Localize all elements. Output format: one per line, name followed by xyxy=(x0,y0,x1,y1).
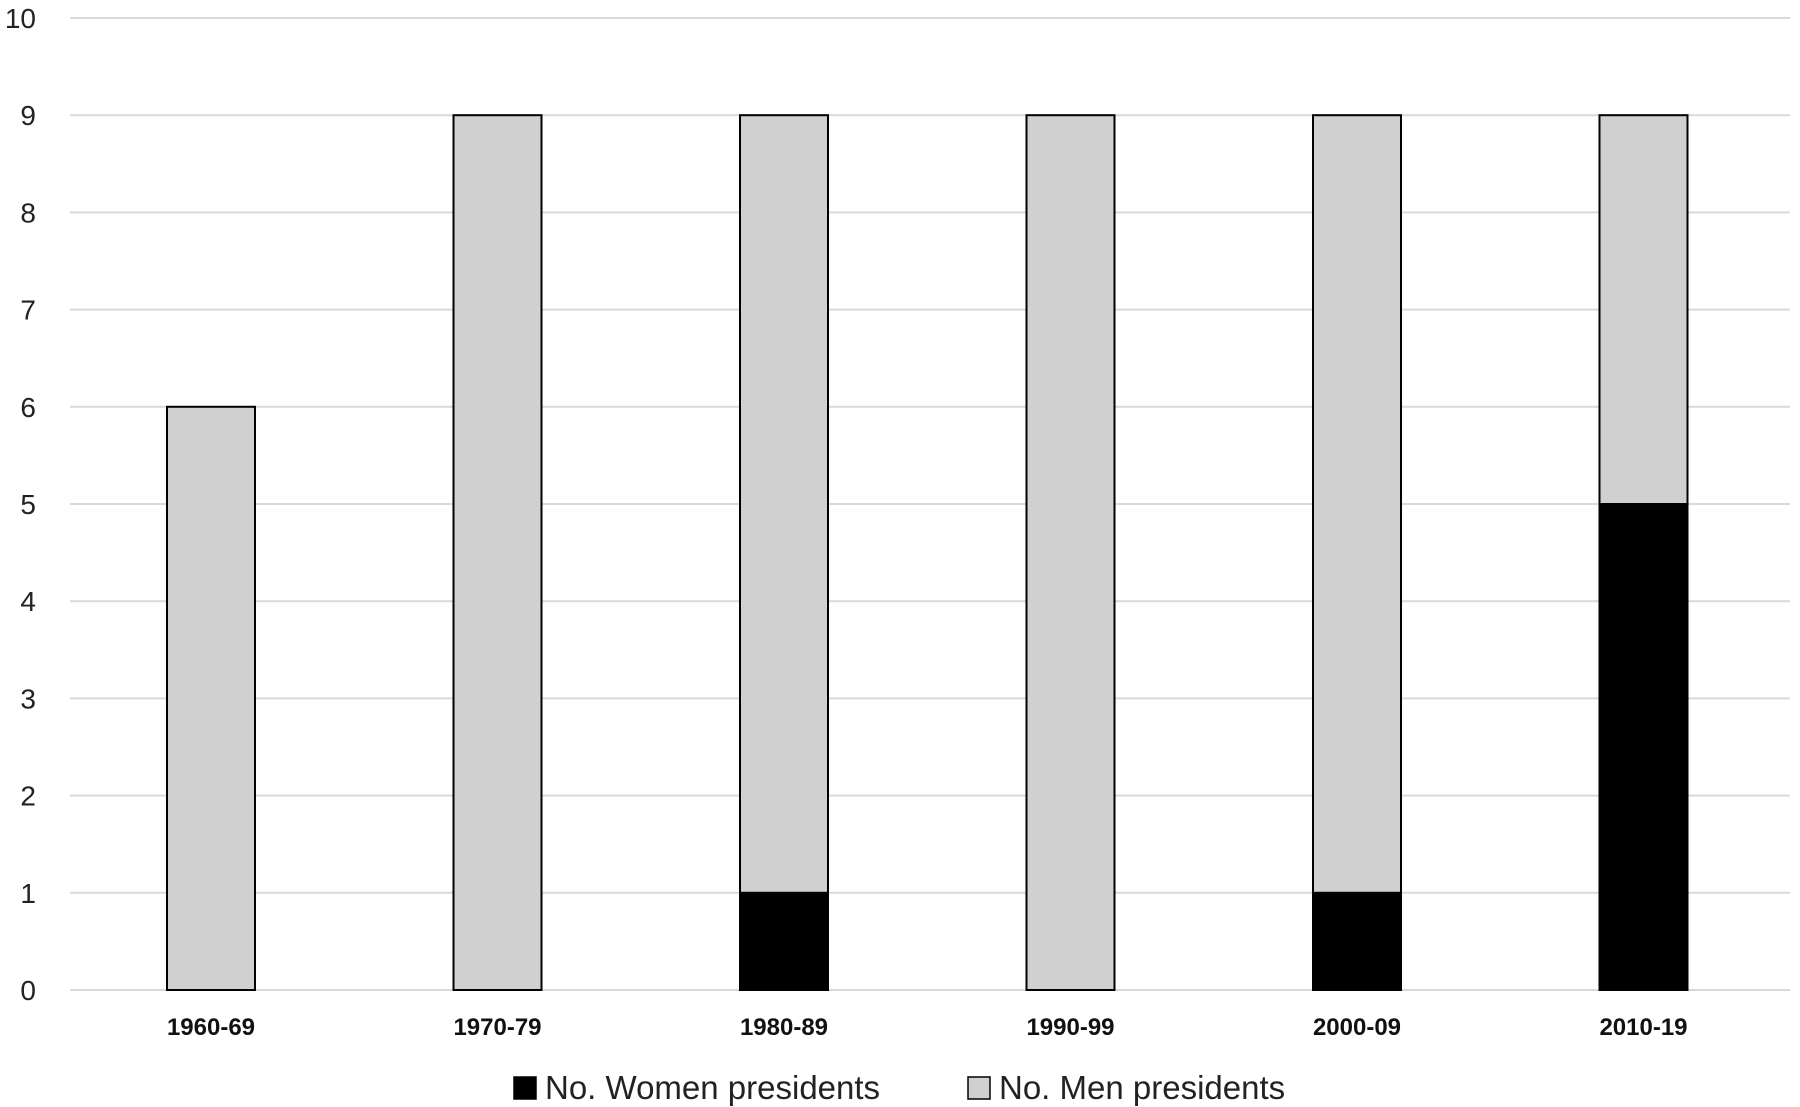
x-tick-label: 2010-19 xyxy=(1599,1014,1687,1041)
bar-men-1980-89 xyxy=(739,114,829,894)
bars xyxy=(166,114,1689,991)
y-tick-label: 4 xyxy=(20,586,36,617)
y-tick-label: 2 xyxy=(20,781,36,812)
y-axis-tick-labels: 0 1 2 3 4 5 6 7 8 9 10 xyxy=(5,3,36,1006)
x-tick-label: 1960-69 xyxy=(167,1014,255,1041)
y-tick-label: 1 xyxy=(20,878,36,909)
x-tick-label: 1980-89 xyxy=(740,1014,828,1041)
y-tick-label: 7 xyxy=(20,295,36,326)
legend-label: No. Men presidents xyxy=(999,1069,1285,1106)
y-tick-label: 9 xyxy=(20,100,36,131)
x-tick-label: 2000-09 xyxy=(1313,1014,1401,1041)
y-tick-label: 6 xyxy=(20,392,36,423)
bar-men-1990-99 xyxy=(1025,114,1116,991)
bar-men-1960-69 xyxy=(166,405,256,991)
bar-women-2010-19 xyxy=(1598,503,1689,991)
x-tick-label: 1990-99 xyxy=(1026,1014,1114,1041)
y-tick-label: 3 xyxy=(20,683,36,714)
y-tick-label: 5 xyxy=(20,489,36,520)
y-tick-label: 0 xyxy=(20,975,36,1006)
bar-women-1980-89 xyxy=(739,891,829,991)
y-tick-label: 10 xyxy=(5,3,36,34)
bar-women-2000-09 xyxy=(1312,891,1402,991)
y-tick-label: 8 xyxy=(20,197,36,228)
legend: No. Women presidents No. Men presidents xyxy=(513,1069,1285,1106)
x-axis-tick-labels: 1960-69 1970-79 1980-89 1990-99 2000-09 2010-… xyxy=(167,1014,1688,1041)
legend-swatch xyxy=(513,1076,537,1100)
bar-men-2000-09 xyxy=(1312,114,1402,894)
legend-label: No. Women presidents xyxy=(545,1069,880,1106)
bar-men-2010-19 xyxy=(1598,114,1689,505)
bar-men-1970-79 xyxy=(452,114,543,991)
legend-swatch xyxy=(967,1076,991,1100)
x-tick-label: 1970-79 xyxy=(453,1014,541,1041)
gridlines xyxy=(70,17,1790,991)
